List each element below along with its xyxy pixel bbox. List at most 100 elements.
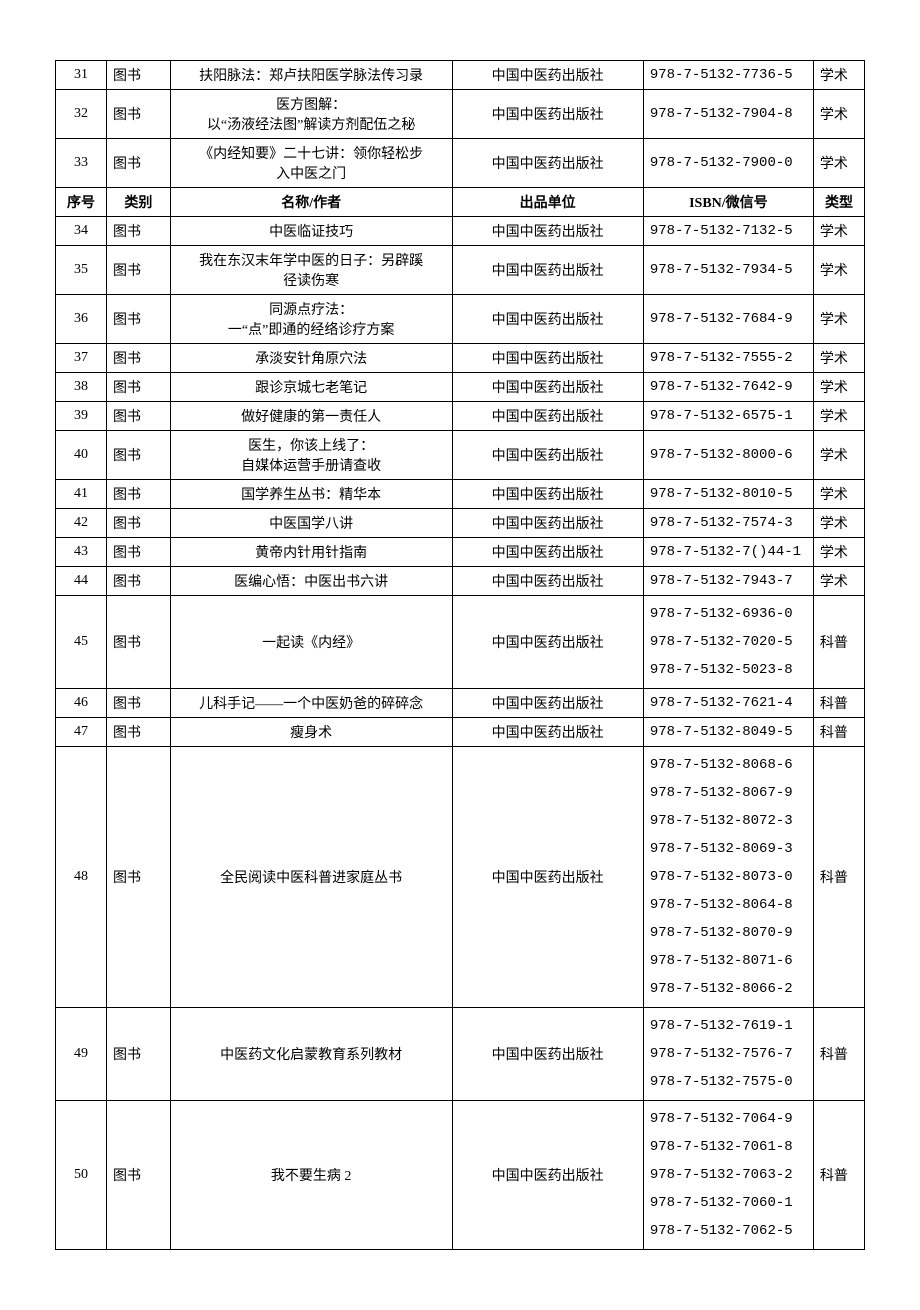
cell-name: 中医国学八讲 [170, 509, 452, 538]
cell-seq: 35 [56, 246, 107, 295]
cell-isbn: 978-7-5132-7900-0 [643, 139, 813, 188]
cell-isbn: 978-7-5132-7943-7 [643, 567, 813, 596]
cell-type: 科普 [813, 747, 864, 1008]
cell-seq: 49 [56, 1008, 107, 1101]
cell-publisher: 中国中医药出版社 [452, 61, 643, 90]
cell-name: 一起读《内经》 [170, 596, 452, 689]
cell-type: 学术 [813, 373, 864, 402]
cell-publisher: 中国中医药出版社 [452, 509, 643, 538]
cell-publisher: 中国中医药出版社 [452, 567, 643, 596]
cell-category: 图书 [107, 295, 171, 344]
cell-isbn: 978-7-5132-8068-6978-7-5132-8067-9978-7-… [643, 747, 813, 1008]
cell-name: 瘦身术 [170, 718, 452, 747]
cell-name: 做好健康的第一责任人 [170, 402, 452, 431]
cell-name: 中医临证技巧 [170, 217, 452, 246]
cell-category: 图书 [107, 402, 171, 431]
cell-seq: 34 [56, 217, 107, 246]
table-header-row: 序号类别名称/作者出品单位ISBN/微信号类型 [56, 188, 865, 217]
cell-publisher: 中国中医药出版社 [452, 90, 643, 139]
cell-type: 学术 [813, 538, 864, 567]
cell-name: 医编心悟：中医出书六讲 [170, 567, 452, 596]
cell-type: 学术 [813, 139, 864, 188]
cell-category: 图书 [107, 1008, 171, 1101]
cell-isbn: 978-7-5132-7621-4 [643, 689, 813, 718]
cell-category: 图书 [107, 747, 171, 1008]
cell-isbn: 978-7-5132-6936-0978-7-5132-7020-5978-7-… [643, 596, 813, 689]
table-row: 40图书医生，你该上线了：自媒体运营手册请查收中国中医药出版社978-7-513… [56, 431, 865, 480]
table-row: 49图书中医药文化启蒙教育系列教材中国中医药出版社978-7-5132-7619… [56, 1008, 865, 1101]
table-row: 32图书医方图解：以“汤液经法图”解读方剂配伍之秘中国中医药出版社978-7-5… [56, 90, 865, 139]
cell-name: 医方图解：以“汤液经法图”解读方剂配伍之秘 [170, 90, 452, 139]
cell-category: 图书 [107, 431, 171, 480]
header-isbn: ISBN/微信号 [643, 188, 813, 217]
table-row: 42图书中医国学八讲中国中医药出版社978-7-5132-7574-3学术 [56, 509, 865, 538]
cell-publisher: 中国中医药出版社 [452, 217, 643, 246]
cell-type: 科普 [813, 689, 864, 718]
cell-category: 图书 [107, 480, 171, 509]
cell-isbn: 978-7-5132-7574-3 [643, 509, 813, 538]
table-row: 41图书国学养生丛书：精华本中国中医药出版社978-7-5132-8010-5学… [56, 480, 865, 509]
table-row: 35图书我在东汉末年学中医的日子：另辟蹊径读伤寒中国中医药出版社978-7-51… [56, 246, 865, 295]
cell-seq: 40 [56, 431, 107, 480]
cell-seq: 45 [56, 596, 107, 689]
cell-type: 学术 [813, 344, 864, 373]
cell-seq: 47 [56, 718, 107, 747]
cell-name: 承淡安针角原穴法 [170, 344, 452, 373]
cell-seq: 39 [56, 402, 107, 431]
cell-seq: 31 [56, 61, 107, 90]
cell-isbn: 978-7-5132-7736-5 [643, 61, 813, 90]
cell-type: 科普 [813, 1008, 864, 1101]
table-row: 37图书承淡安针角原穴法中国中医药出版社978-7-5132-7555-2学术 [56, 344, 865, 373]
table-row: 50图书我不要生病 2中国中医药出版社978-7-5132-7064-9978-… [56, 1101, 865, 1250]
table-row: 36图书同源点疗法：一“点”即通的经络诊疗方案中国中医药出版社978-7-513… [56, 295, 865, 344]
header-name: 名称/作者 [170, 188, 452, 217]
cell-publisher: 中国中医药出版社 [452, 596, 643, 689]
cell-isbn: 978-7-5132-7642-9 [643, 373, 813, 402]
cell-isbn: 978-7-5132-7555-2 [643, 344, 813, 373]
table-row: 48图书全民阅读中医科普进家庭丛书中国中医药出版社978-7-5132-8068… [56, 747, 865, 1008]
cell-seq: 33 [56, 139, 107, 188]
header-publisher: 出品单位 [452, 188, 643, 217]
table-row: 31图书扶阳脉法：郑卢扶阳医学脉法传习录中国中医药出版社978-7-5132-7… [56, 61, 865, 90]
cell-name: 医生，你该上线了：自媒体运营手册请查收 [170, 431, 452, 480]
table-row: 47图书瘦身术中国中医药出版社978-7-5132-8049-5科普 [56, 718, 865, 747]
cell-seq: 50 [56, 1101, 107, 1250]
cell-isbn: 978-7-5132-7684-9 [643, 295, 813, 344]
cell-seq: 43 [56, 538, 107, 567]
cell-type: 学术 [813, 480, 864, 509]
cell-seq: 37 [56, 344, 107, 373]
cell-publisher: 中国中医药出版社 [452, 718, 643, 747]
cell-name: 跟诊京城七老笔记 [170, 373, 452, 402]
cell-publisher: 中国中医药出版社 [452, 689, 643, 718]
cell-isbn: 978-7-5132-6575-1 [643, 402, 813, 431]
cell-isbn: 978-7-5132-7()44-1 [643, 538, 813, 567]
table-row: 39图书做好健康的第一责任人中国中医药出版社978-7-5132-6575-1学… [56, 402, 865, 431]
cell-seq: 42 [56, 509, 107, 538]
cell-publisher: 中国中医药出版社 [452, 747, 643, 1008]
cell-category: 图书 [107, 246, 171, 295]
cell-type: 科普 [813, 718, 864, 747]
cell-isbn: 978-7-5132-7619-1978-7-5132-7576-7978-7-… [643, 1008, 813, 1101]
cell-isbn: 978-7-5132-8000-6 [643, 431, 813, 480]
cell-category: 图书 [107, 567, 171, 596]
table-row: 46图书儿科手记——一个中医奶爸的碎碎念中国中医药出版社978-7-5132-7… [56, 689, 865, 718]
cell-publisher: 中国中医药出版社 [452, 246, 643, 295]
cell-publisher: 中国中医药出版社 [452, 431, 643, 480]
header-seq: 序号 [56, 188, 107, 217]
cell-category: 图书 [107, 139, 171, 188]
cell-name: 同源点疗法：一“点”即通的经络诊疗方案 [170, 295, 452, 344]
header-category: 类别 [107, 188, 171, 217]
cell-seq: 46 [56, 689, 107, 718]
cell-type: 学术 [813, 509, 864, 538]
cell-name: 我不要生病 2 [170, 1101, 452, 1250]
cell-publisher: 中国中医药出版社 [452, 402, 643, 431]
cell-seq: 44 [56, 567, 107, 596]
cell-category: 图书 [107, 509, 171, 538]
cell-name: 国学养生丛书：精华本 [170, 480, 452, 509]
cell-category: 图书 [107, 538, 171, 567]
table-row: 44图书医编心悟：中医出书六讲中国中医药出版社978-7-5132-7943-7… [56, 567, 865, 596]
table-row: 43图书黄帝内针用针指南中国中医药出版社978-7-5132-7()44-1学术 [56, 538, 865, 567]
cell-isbn: 978-7-5132-7064-9978-7-5132-7061-8978-7-… [643, 1101, 813, 1250]
cell-type: 学术 [813, 90, 864, 139]
cell-category: 图书 [107, 718, 171, 747]
